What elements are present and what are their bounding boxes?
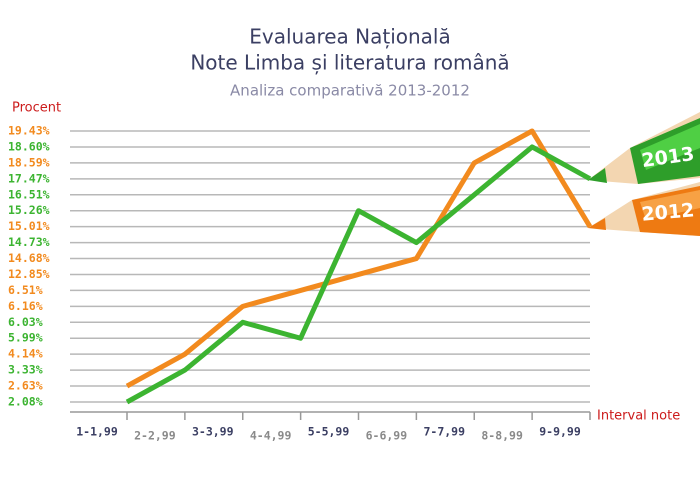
- y-axis-label: Procent: [12, 101, 61, 116]
- chart-subtitle: Note Limba și literatura română: [190, 51, 509, 75]
- x-tick-label: 5-5,99: [308, 425, 350, 439]
- y-tick-label: 15.26%: [8, 203, 50, 217]
- y-tick-label: 4.14%: [8, 347, 43, 361]
- y-tick-label: 2.63%: [8, 379, 43, 393]
- y-tick-label: 19.43%: [8, 124, 50, 138]
- x-tick-label: 9-9,99: [539, 425, 581, 439]
- y-tick-label: 16.51%: [8, 187, 50, 201]
- x-tick-label: 8-8,99: [481, 429, 523, 443]
- chart-subtitle2: Analiza comparativă 2013-2012: [230, 82, 470, 100]
- y-tick-label: 17.47%: [8, 171, 50, 185]
- y-tick-label: 5.99%: [8, 331, 43, 345]
- x-tick-label: 3-3,99: [192, 425, 234, 439]
- x-tick-label: 2-2,99: [134, 429, 176, 443]
- y-tick-label: 6.16%: [8, 299, 43, 313]
- y-tick-label: 6.03%: [8, 315, 43, 329]
- x-tick-label: 7-7,99: [423, 425, 465, 439]
- y-tick-label: 18.59%: [8, 155, 50, 169]
- chart-title: Evaluarea Națională: [249, 25, 451, 49]
- y-tick-label: 18.60%: [8, 139, 50, 153]
- y-tick-label: 12.85%: [8, 267, 50, 281]
- pencil-2013: 2013: [588, 112, 700, 184]
- y-tick-label: 15.01%: [8, 219, 50, 233]
- plot: 2.08% 2.63% 3.33% 4.14% 5.99% 6.03% 6.16% 6.51%…: [8, 124, 593, 443]
- legend-label: 2012: [641, 199, 696, 226]
- x-axis-label: Interval note: [597, 409, 680, 424]
- x-tick-label: 1-1,99: [76, 425, 118, 439]
- y-tick-label: 2.08%: [8, 395, 43, 409]
- y-tick-label: 14.68%: [8, 251, 50, 265]
- series-line: [125, 144, 592, 405]
- y-tick-label: 3.33%: [8, 363, 43, 377]
- y-tick-label: 14.73%: [8, 235, 50, 249]
- pencil-2012: 2012: [588, 182, 700, 236]
- series-line: [125, 128, 593, 389]
- y-tick-label: 6.51%: [8, 283, 43, 297]
- x-tick-label: 6-6,99: [366, 429, 408, 443]
- x-tick-label: 4-4,99: [250, 429, 292, 443]
